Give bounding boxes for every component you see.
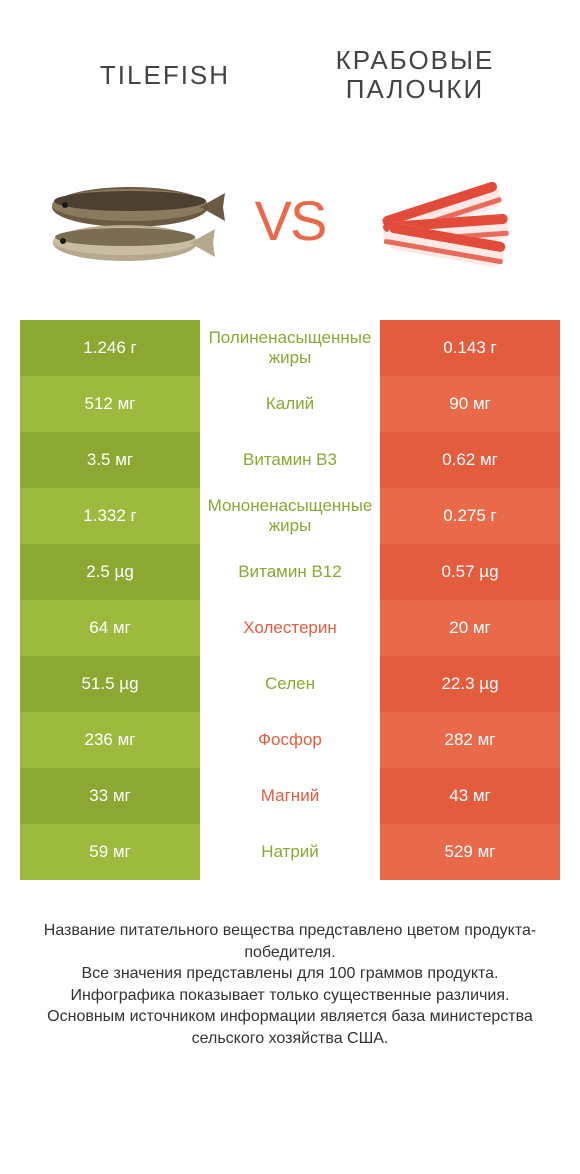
nutrient-label: Холестерин xyxy=(200,600,380,656)
nutrient-label: Калий xyxy=(200,376,380,432)
table-row: 512 мгКалий90 мг xyxy=(20,376,560,432)
table-row: 1.246 гПолиненасыщенные жиры0.143 г xyxy=(20,320,560,376)
table-row: 59 мгНатрий529 мг xyxy=(20,824,560,880)
nutrient-label: Витамин B3 xyxy=(200,432,380,488)
right-value: 529 мг xyxy=(380,824,560,880)
left-value: 64 мг xyxy=(20,600,200,656)
left-value: 512 мг xyxy=(20,376,200,432)
right-value: 22.3 µg xyxy=(380,656,560,712)
table-row: 2.5 µgВитамин B120.57 µg xyxy=(20,544,560,600)
table-row: 3.5 мгВитамин B30.62 мг xyxy=(20,432,560,488)
right-value: 0.57 µg xyxy=(380,544,560,600)
left-value: 51.5 µg xyxy=(20,656,200,712)
table-row: 64 мгХолестерин20 мг xyxy=(20,600,560,656)
left-value: 3.5 мг xyxy=(20,432,200,488)
left-value: 2.5 µg xyxy=(20,544,200,600)
footer-line: Инфографика показывает только существенн… xyxy=(30,985,550,1007)
table-row: 236 мгФосфор282 мг xyxy=(20,712,560,768)
left-product-image xyxy=(20,150,250,290)
right-value: 90 мг xyxy=(380,376,560,432)
footer-notes: Название питательного вещества представл… xyxy=(30,920,550,1050)
right-product-title: КРАБОВЫЕ ПАЛОЧКИ xyxy=(290,46,540,103)
right-value: 0.275 г xyxy=(380,488,560,544)
table-row: 1.332 гМононенасыщенные жиры0.275 г xyxy=(20,488,560,544)
table-row: 51.5 µgСелен22.3 µg xyxy=(20,656,560,712)
table-row: 33 мгМагний43 мг xyxy=(20,768,560,824)
footer-line: Все значения представлены для 100 граммо… xyxy=(30,963,550,985)
nutrient-label: Магний xyxy=(200,768,380,824)
right-value: 282 мг xyxy=(380,712,560,768)
nutrient-label: Селен xyxy=(200,656,380,712)
nutrient-label: Мононенасыщенные жиры xyxy=(200,488,380,544)
left-product-title: TILEFISH xyxy=(40,60,290,91)
crab-sticks-icon xyxy=(355,160,535,280)
left-value: 1.246 г xyxy=(20,320,200,376)
nutrient-label: Витамин B12 xyxy=(200,544,380,600)
nutrient-label: Полиненасыщенные жиры xyxy=(200,320,380,376)
footer-line: Название питательного вещества представл… xyxy=(30,920,550,963)
left-value: 33 мг xyxy=(20,768,200,824)
footer-line: Основным источником информации является … xyxy=(30,1006,550,1049)
fish-icon xyxy=(35,165,235,275)
header: TILEFISH КРАБОВЫЕ ПАЛОЧКИ xyxy=(0,0,580,130)
vs-label: VS xyxy=(250,188,331,253)
left-value: 236 мг xyxy=(20,712,200,768)
left-value: 59 мг xyxy=(20,824,200,880)
right-value: 20 мг xyxy=(380,600,560,656)
nutrient-label: Фосфор xyxy=(200,712,380,768)
right-value: 0.143 г xyxy=(380,320,560,376)
left-value: 1.332 г xyxy=(20,488,200,544)
right-value: 0.62 мг xyxy=(380,432,560,488)
nutrient-label: Натрий xyxy=(200,824,380,880)
right-product-image xyxy=(330,150,560,290)
comparison-table: 1.246 гПолиненасыщенные жиры0.143 г512 м… xyxy=(20,320,560,880)
images-row: VS xyxy=(0,130,580,320)
right-value: 43 мг xyxy=(380,768,560,824)
